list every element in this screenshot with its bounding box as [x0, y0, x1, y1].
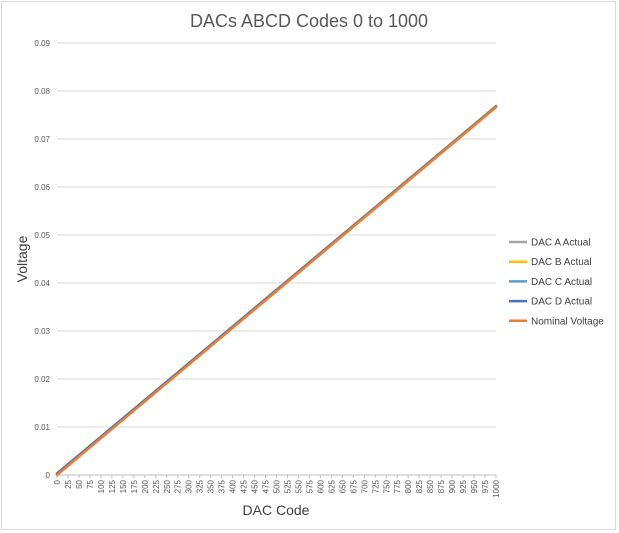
x-tick-label: 975 [481, 479, 490, 493]
legend-label: Nominal Voltage [531, 316, 604, 327]
legend-label: DAC A Actual [531, 238, 590, 249]
y-tick-label: 0.04 [34, 279, 50, 288]
x-tick-label: 300 [185, 479, 194, 493]
y-axis-title: Voltage [14, 235, 30, 282]
x-tick-label: 675 [349, 479, 358, 493]
x-tick-label: 525 [283, 479, 292, 493]
x-tick-label: 225 [152, 479, 161, 493]
x-tick-label: 0 [53, 479, 62, 484]
y-tick-label: 0.05 [34, 231, 50, 240]
x-tick-label: 650 [338, 479, 347, 493]
x-tick-label: 600 [316, 479, 325, 493]
legend-label: DAC B Actual [531, 257, 592, 268]
legend: DAC A Actual DAC B Actual DAC C Actual DAC … [509, 238, 604, 327]
x-tick-label: 950 [470, 479, 479, 493]
y-tick-label: 0.09 [34, 39, 50, 48]
x-tick-label: 250 [163, 479, 172, 493]
x-tick-label: 700 [360, 479, 369, 493]
x-tick-label: 825 [415, 479, 424, 493]
x-axis-ticks: 0 25 50 75 100 125 150 175 200 225 250 275 300 325 350… [53, 475, 501, 498]
legend-label: DAC D Actual [531, 297, 592, 308]
grid-lines [57, 42, 496, 476]
x-tick-label: 725 [371, 479, 380, 493]
x-tick-label: 875 [437, 479, 446, 493]
x-tick-label: 125 [108, 479, 117, 493]
x-axis-title: DAC Code [243, 502, 310, 518]
x-tick-label: 925 [459, 479, 468, 493]
y-tick-label: 0 [46, 471, 51, 480]
y-tick-label: 0.08 [34, 87, 50, 96]
y-tick-label: 0.02 [34, 375, 50, 384]
x-tick-label: 100 [97, 479, 106, 493]
x-tick-label: 775 [393, 479, 402, 493]
y-tick-label: 0.07 [34, 135, 50, 144]
x-tick-label: 375 [218, 479, 227, 493]
chart-title: DACs ABCD Codes 0 to 1000 [190, 11, 428, 31]
x-tick-label: 1000 [492, 479, 501, 497]
x-tick-label: 75 [86, 479, 95, 488]
x-tick-label: 475 [262, 479, 271, 493]
x-tick-label: 800 [404, 479, 413, 493]
x-tick-label: 400 [229, 479, 238, 493]
x-tick-label: 550 [294, 479, 303, 493]
y-axis-ticks: 0 0.01 0.02 0.03 0.04 0.05 0.06 0.07 0.08 0.09 [34, 39, 50, 480]
x-tick-label: 25 [64, 479, 73, 488]
series-lines [55, 104, 498, 477]
x-tick-label: 450 [251, 479, 260, 493]
x-tick-label: 325 [196, 479, 205, 493]
x-tick-label: 750 [382, 479, 391, 493]
x-tick-label: 900 [448, 479, 457, 493]
x-tick-label: 425 [240, 479, 249, 493]
series-line [55, 106, 498, 477]
x-tick-label: 50 [75, 479, 84, 488]
x-tick-label: 175 [130, 479, 139, 493]
x-tick-label: 275 [174, 479, 183, 493]
y-tick-label: 0.03 [34, 327, 50, 336]
legend-label: DAC C Actual [531, 277, 592, 288]
x-tick-label: 150 [119, 479, 128, 493]
y-tick-label: 0.01 [34, 423, 50, 432]
x-tick-label: 625 [327, 479, 336, 493]
y-tick-label: 0.06 [34, 183, 50, 192]
x-tick-label: 500 [273, 479, 282, 493]
x-tick-label: 575 [305, 479, 314, 493]
x-tick-label: 200 [141, 479, 150, 493]
x-tick-label: 350 [207, 479, 216, 493]
x-tick-label: 850 [426, 479, 435, 493]
